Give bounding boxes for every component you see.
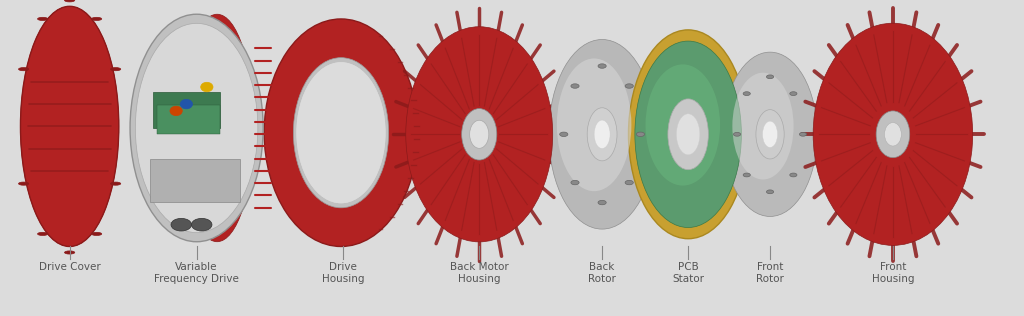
Ellipse shape (46, 70, 93, 183)
Ellipse shape (24, 13, 116, 240)
Ellipse shape (635, 41, 741, 228)
Ellipse shape (65, 251, 75, 254)
Ellipse shape (406, 27, 553, 242)
Ellipse shape (470, 120, 488, 148)
Ellipse shape (677, 114, 699, 155)
Ellipse shape (766, 190, 774, 194)
Ellipse shape (766, 75, 774, 79)
Ellipse shape (65, 114, 75, 139)
Ellipse shape (65, 0, 75, 2)
Ellipse shape (20, 6, 119, 246)
Ellipse shape (56, 95, 83, 158)
Ellipse shape (790, 173, 797, 177)
Ellipse shape (36, 44, 103, 209)
Ellipse shape (723, 52, 817, 216)
Ellipse shape (20, 6, 119, 246)
Ellipse shape (462, 109, 497, 160)
Ellipse shape (18, 68, 29, 71)
Ellipse shape (34, 38, 105, 215)
Ellipse shape (763, 121, 777, 148)
Ellipse shape (170, 106, 182, 116)
Ellipse shape (668, 99, 709, 170)
Ellipse shape (180, 99, 193, 109)
Ellipse shape (625, 84, 633, 88)
Ellipse shape (549, 40, 655, 229)
Ellipse shape (29, 25, 111, 228)
Ellipse shape (67, 120, 73, 133)
Ellipse shape (294, 58, 389, 208)
Text: Front
Housing: Front Housing (871, 262, 914, 284)
Bar (151, 159, 240, 202)
Ellipse shape (297, 62, 385, 203)
Ellipse shape (201, 82, 213, 92)
Ellipse shape (800, 132, 807, 136)
Ellipse shape (636, 132, 644, 137)
Ellipse shape (297, 62, 385, 203)
Ellipse shape (587, 108, 617, 161)
Ellipse shape (756, 110, 784, 159)
Ellipse shape (130, 14, 263, 242)
Ellipse shape (598, 64, 606, 68)
Ellipse shape (349, 118, 364, 147)
Ellipse shape (61, 107, 78, 145)
Ellipse shape (135, 23, 258, 233)
Ellipse shape (31, 32, 109, 221)
Ellipse shape (18, 182, 29, 185)
Ellipse shape (732, 73, 794, 179)
Ellipse shape (38, 232, 48, 235)
Text: PCB
Stator: PCB Stator (672, 262, 705, 284)
Ellipse shape (743, 173, 751, 177)
Text: Variable
Frequency Drive: Variable Frequency Drive (155, 262, 239, 284)
Text: Front
Rotor: Front Rotor (756, 262, 784, 284)
Ellipse shape (733, 132, 740, 136)
Ellipse shape (560, 132, 568, 137)
Ellipse shape (54, 88, 85, 164)
Ellipse shape (790, 92, 797, 95)
Ellipse shape (171, 218, 191, 231)
Ellipse shape (598, 200, 606, 205)
Ellipse shape (594, 120, 610, 149)
Text: Back
Rotor: Back Rotor (588, 262, 616, 284)
Ellipse shape (91, 232, 101, 235)
Ellipse shape (180, 14, 254, 242)
Ellipse shape (877, 111, 909, 158)
Ellipse shape (26, 19, 114, 234)
Ellipse shape (51, 82, 88, 171)
Ellipse shape (59, 101, 80, 152)
Ellipse shape (625, 180, 633, 185)
Bar (154, 92, 220, 128)
Bar (157, 105, 220, 134)
Ellipse shape (39, 51, 100, 202)
Ellipse shape (38, 17, 48, 21)
Ellipse shape (571, 84, 580, 88)
Ellipse shape (111, 182, 121, 185)
Ellipse shape (645, 64, 720, 185)
Ellipse shape (41, 57, 98, 196)
Ellipse shape (191, 218, 212, 231)
Ellipse shape (91, 17, 101, 21)
Ellipse shape (743, 92, 751, 95)
Text: Drive Cover: Drive Cover (39, 262, 100, 272)
Text: Drive
Housing: Drive Housing (322, 262, 365, 284)
Ellipse shape (885, 123, 901, 146)
Text: Back Motor
Housing: Back Motor Housing (450, 262, 509, 284)
Ellipse shape (44, 63, 95, 190)
Ellipse shape (813, 23, 973, 245)
Ellipse shape (49, 76, 90, 177)
Ellipse shape (557, 58, 632, 191)
Ellipse shape (264, 19, 418, 246)
Ellipse shape (111, 68, 121, 71)
Ellipse shape (629, 30, 748, 239)
Ellipse shape (571, 180, 580, 185)
